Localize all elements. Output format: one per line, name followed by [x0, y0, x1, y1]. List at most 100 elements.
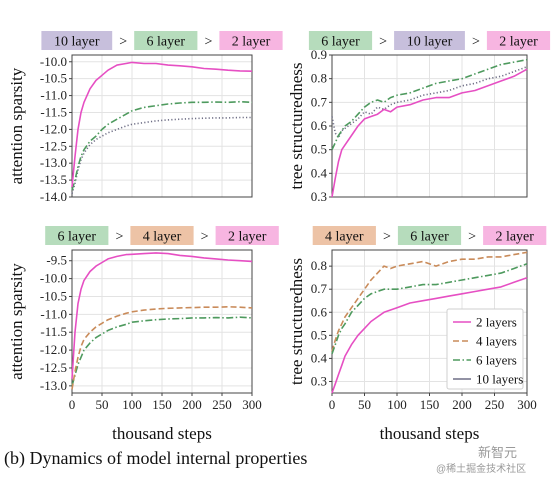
legend-label-4-layers: 4 layers — [476, 334, 517, 349]
series-line-6-layers — [71, 316, 253, 387]
y-tick-label: -11.0 — [40, 306, 67, 321]
x-tick-label: 0 — [329, 397, 336, 412]
title-badge-2-layer — [219, 31, 283, 50]
plot-border — [331, 249, 528, 394]
y-tick-label: -12.0 — [40, 342, 67, 357]
title-badge-label: 2 layer — [228, 230, 267, 245]
title-badge-label: 6 layer — [321, 35, 360, 50]
title-badge-label: 10 layer — [407, 35, 453, 50]
y-axis-label: attention sparsity — [7, 263, 26, 380]
plot-border — [71, 54, 253, 198]
chart-panel-1: -10.0 -10.5 -11.0-11.5 -12.0 -12.5 -13.0 -13.5… — [7, 31, 283, 204]
x-tick-label: 250 — [485, 397, 505, 412]
title-badge-label: 4 layer — [325, 230, 364, 245]
x-tick-label: 250 — [212, 397, 232, 412]
y-tick-label: 0.3 — [311, 189, 327, 204]
chart-panel-4: 0.8 0.7 0.6 0.5 0.4 0.30 50 100 150 200 250 300 tree… — [287, 226, 547, 443]
title-badge-label: 2 layer — [499, 35, 538, 50]
title-badge-6-layer — [134, 31, 198, 50]
legend-label-10-layers: 10 layers — [476, 372, 523, 387]
title-ranking: 6 layer >4 layer >2 layer — [45, 226, 279, 245]
title-separator: > — [472, 35, 480, 50]
y-tick-label: 0.6 — [311, 304, 328, 319]
y-tick-label: -12.5 — [40, 360, 67, 375]
chart-legend: 2 layers 4 layers 6 layers 10 layers — [446, 308, 524, 390]
legend-box — [446, 308, 524, 390]
title-separator: > — [201, 230, 209, 245]
y-tick-label: -11.5 — [40, 104, 67, 119]
series-line-4-layers — [331, 251, 528, 352]
y-tick-label: 0.8 — [311, 71, 327, 86]
title-ranking: 10 layer >6 layer >2 layer — [41, 31, 283, 50]
x-tick-label: 100 — [387, 397, 407, 412]
title-badge-6-layer — [45, 226, 109, 245]
title-badge-2-layer — [483, 226, 547, 245]
y-tick-label: -12.0 — [40, 121, 67, 136]
title-badge-label: 6 layer — [410, 230, 449, 245]
title-badge-2-layer — [486, 31, 551, 50]
y-tick-label: 0.4 — [311, 350, 328, 365]
y-tick-label: 0.9 — [311, 47, 327, 62]
y-tick-label: 0.5 — [311, 142, 327, 157]
y-tick-label: 0.7 — [311, 281, 328, 296]
chart-panel-3: -9.5 -10.0 -10.5 -11.0 -11.5 -12.0 -12.5 -13.00… — [7, 226, 279, 443]
x-tick-label: 300 — [517, 397, 537, 412]
series-line-2-layers — [71, 252, 253, 379]
title-ranking: 4 layer >6 layer >2 layer — [312, 226, 547, 245]
x-tick-label: 0 — [69, 397, 76, 412]
title-badge-label: 6 layer — [147, 35, 186, 50]
y-tick-label: 0.7 — [311, 94, 328, 109]
series-line-2-layers — [71, 61, 253, 187]
x-tick-label: 50 — [96, 397, 109, 412]
y-tick-label: -13.0 — [40, 378, 67, 393]
title-badge-label: 2 layer — [495, 230, 534, 245]
title-badge-label: 6 layer — [58, 230, 97, 245]
title-badge-label: 10 layer — [54, 35, 100, 50]
series-line-2-layers — [331, 276, 528, 394]
y-tick-label: -11.5 — [40, 324, 67, 339]
title-separator: > — [115, 230, 123, 245]
title-separator: > — [204, 35, 212, 50]
y-tick-label: -10.0 — [40, 54, 67, 69]
y-tick-label: 0.3 — [311, 373, 327, 388]
title-separator: > — [383, 230, 391, 245]
title-badge-label: 2 layer — [232, 35, 271, 50]
plot-border — [331, 54, 528, 198]
figure: -10.0-10.5-11.0-11.5-12.0-12.5-13.0-13.5… — [7, 31, 551, 443]
y-tick-label: 0.6 — [311, 118, 328, 133]
y-tick-label: -10.5 — [40, 288, 67, 303]
title-badge-10-layer — [41, 31, 113, 50]
watermark-brand: 新智元 — [478, 445, 518, 460]
y-tick-label: -11.0 — [40, 88, 67, 103]
x-tick-label: 200 — [452, 397, 472, 412]
chart-panel-2: 0.9 0.8 0.7 0.6 0.5 0.4 0.3 tree structuredness… — [287, 31, 551, 204]
series-line-6-layers — [331, 263, 528, 355]
series-line-6-layers — [331, 58, 528, 151]
title-separator: > — [379, 35, 387, 50]
title-badge-6-layer — [397, 226, 462, 245]
y-axis-label: tree structuredness — [287, 258, 306, 385]
title-separator: > — [119, 35, 127, 50]
y-tick-label: -10.0 — [40, 271, 67, 286]
title-badge-4-layer — [312, 226, 376, 245]
series-line-10-layers — [331, 66, 528, 139]
y-tick-label: 0.8 — [311, 258, 327, 273]
y-tick-label: -13.5 — [40, 172, 67, 187]
figure-caption: (b) Dynamics of model internal propertie… — [4, 448, 308, 468]
y-axis-label: attention sparsity — [7, 67, 26, 184]
watermark-community: @稀土掘金技术社区 — [436, 464, 527, 475]
title-badge-4-layer — [130, 226, 194, 245]
y-tick-label: 0.4 — [311, 165, 328, 180]
x-tick-label: 100 — [122, 397, 142, 412]
y-tick-label: -9.5 — [46, 253, 67, 268]
plot-border — [71, 249, 253, 394]
y-tick-label: -14.0 — [40, 189, 67, 204]
x-tick-label: 200 — [182, 397, 202, 412]
y-tick-label: -13.0 — [40, 155, 67, 170]
legend-label-2-layers: 2 layers — [476, 315, 517, 330]
y-tick-label: -12.5 — [40, 138, 67, 153]
x-tick-label: 300 — [242, 397, 262, 412]
title-badge-10-layer — [394, 31, 465, 50]
y-axis-label: tree structuredness — [287, 63, 306, 190]
y-tick-label: 0.5 — [311, 327, 327, 342]
